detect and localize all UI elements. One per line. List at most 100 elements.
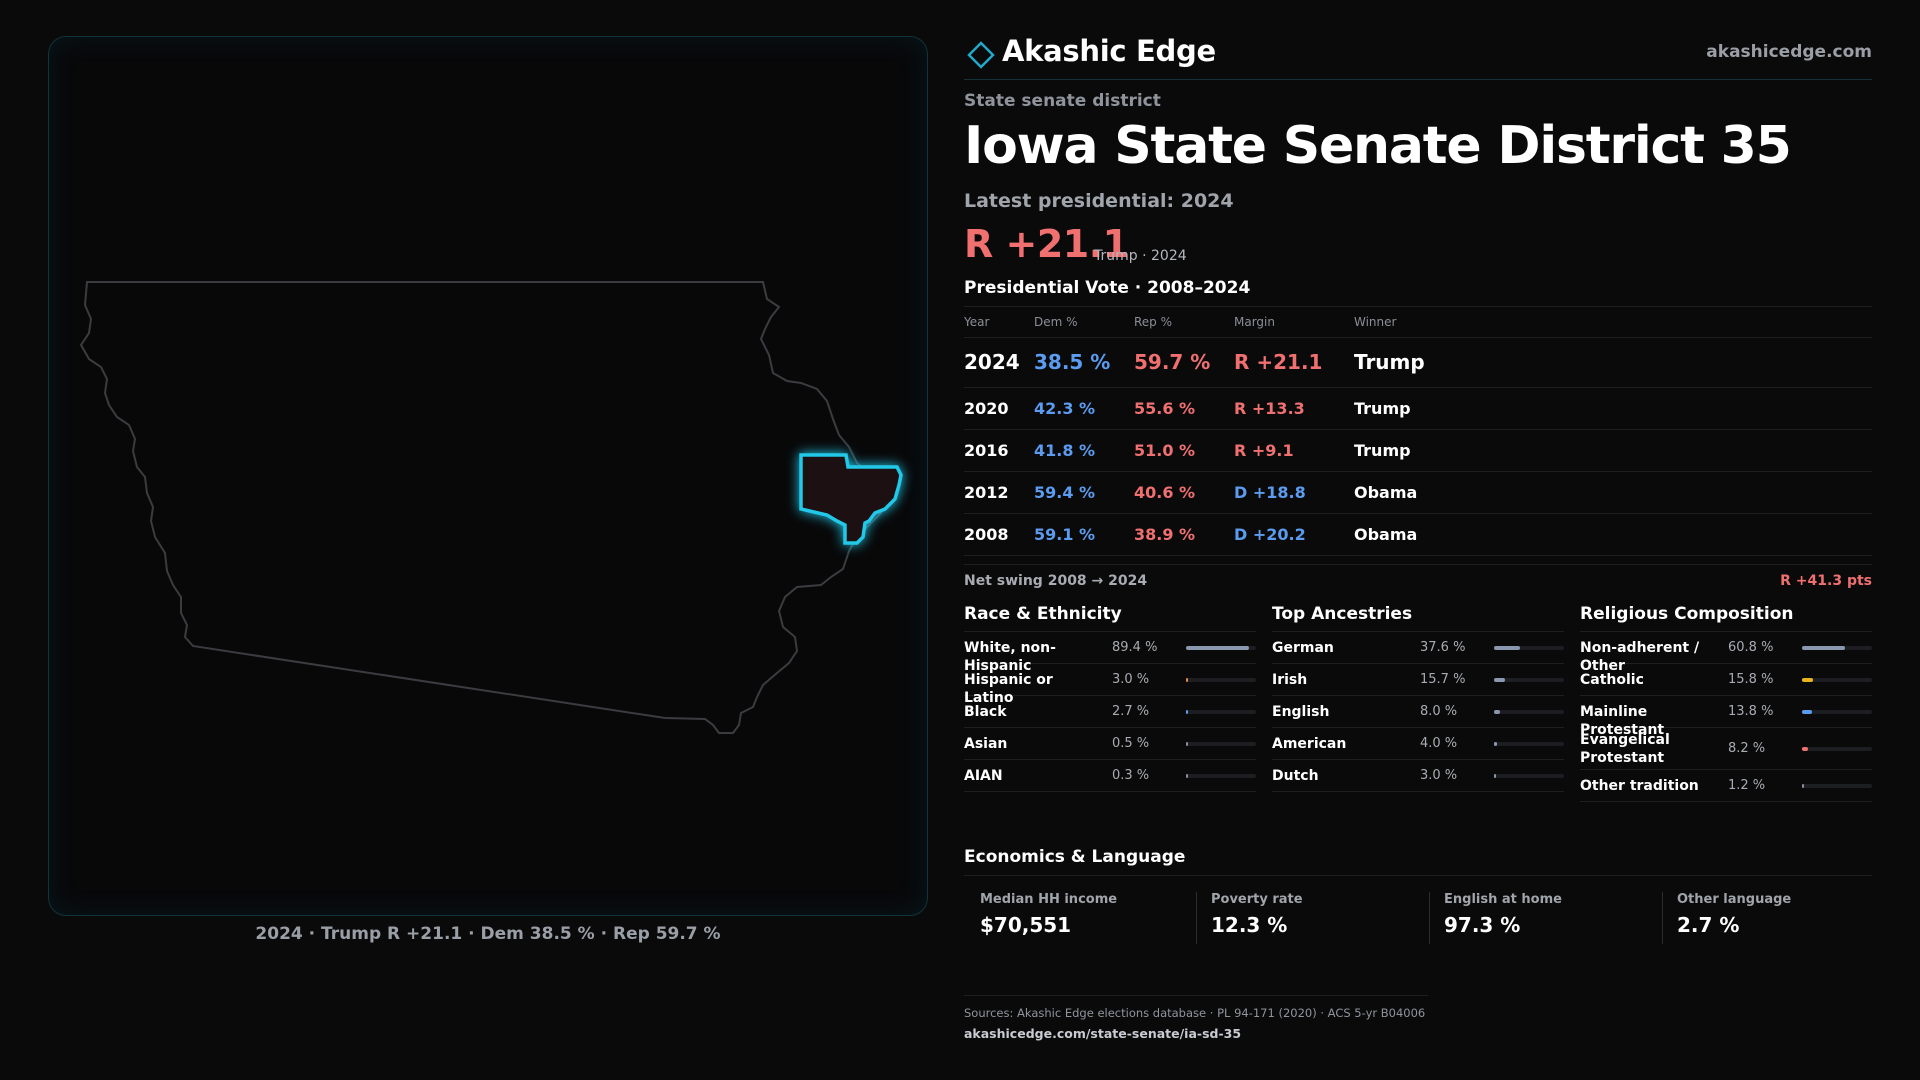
table-row[interactable]: 2016 41.8 % 51.0 % R +9.1 Trump <box>964 430 1872 472</box>
ancestry-value: 3.0 % <box>1420 768 1458 783</box>
ancestry-bar-fill <box>1494 710 1500 714</box>
econ-card-poverty: Poverty rate 12.3 % <box>1196 892 1416 944</box>
religion-bar-track <box>1802 646 1872 650</box>
winner-cell: Obama <box>1354 525 1418 544</box>
race-bar-fill <box>1186 742 1188 746</box>
religion-bar-fill <box>1802 784 1804 788</box>
table-row[interactable]: 2024 38.5 % 59.7 % R +21.1 Trump <box>964 338 1872 388</box>
ancestry-bar-track <box>1494 710 1564 714</box>
econ-value: 12.3 % <box>1211 913 1288 937</box>
religion-value: 60.8 % <box>1728 640 1774 655</box>
net-swing: Net swing 2008 → 2024 R +41.3 pts <box>964 564 1872 589</box>
ancestry-item: English 8.0 % <box>1272 696 1564 728</box>
religion-value: 15.8 % <box>1728 672 1774 687</box>
sources-divider <box>964 995 1428 996</box>
rep-cell: 59.7 % <box>1134 350 1211 374</box>
ancestry-value: 8.0 % <box>1420 704 1458 719</box>
dem-cell: 59.4 % <box>1034 483 1096 502</box>
dem-cell: 38.5 % <box>1034 350 1111 374</box>
religion-bar-fill <box>1802 747 1808 751</box>
brand-url[interactable]: akashicedge.com <box>1706 42 1872 62</box>
district-highlight[interactable] <box>799 453 903 545</box>
religion-bar-fill <box>1802 710 1812 714</box>
race-value: 89.4 % <box>1112 640 1158 655</box>
religion-value: 13.8 % <box>1728 704 1774 719</box>
econ-label: Poverty rate <box>1211 892 1303 907</box>
map-caption: 2024 · Trump R +21.1 · Dem 38.5 % · Rep … <box>255 924 721 944</box>
net-swing-value: R +41.3 pts <box>1780 573 1872 589</box>
brand-header: Akashic Edge akashicedge.com <box>964 32 1872 80</box>
race-label: Black <box>964 704 1007 720</box>
col-rep: Rep % <box>1134 315 1173 329</box>
year-cell: 2016 <box>964 441 1009 460</box>
ancestry-bar-fill <box>1494 678 1505 682</box>
sources-text: Sources: Akashic Edge elections database… <box>964 1006 1426 1020</box>
margin-cell: D +18.8 <box>1234 483 1306 502</box>
econ-label: Other language <box>1677 892 1792 907</box>
religion-label: Non-adherent / Other <box>1580 640 1700 674</box>
margin-cell: R +21.1 <box>1234 350 1323 374</box>
margin-cell: D +20.2 <box>1234 525 1306 544</box>
col-dem: Dem % <box>1034 315 1078 329</box>
ancestry-bar-fill <box>1494 774 1497 778</box>
econ-card-english: English at home 97.3 % <box>1429 892 1649 944</box>
race-label: AIAN <box>964 768 1003 784</box>
ancestry-value: 15.7 % <box>1420 672 1466 687</box>
race-bar-track <box>1186 678 1256 682</box>
econ-value: 2.7 % <box>1677 913 1740 937</box>
ancestry-bar-fill <box>1494 742 1497 746</box>
ancestry-value: 4.0 % <box>1420 736 1458 751</box>
religion-item: Catholic 15.8 % <box>1580 664 1872 696</box>
religion-item: Other tradition 1.2 % <box>1580 770 1872 802</box>
map-panel[interactable] <box>48 36 928 916</box>
presidential-heading: Presidential Vote · 2008–2024 <box>964 278 1251 298</box>
table-row[interactable]: 2012 59.4 % 40.6 % D +18.8 Obama <box>964 472 1872 514</box>
winner-cell: Obama <box>1354 483 1418 502</box>
religion-label: Other tradition <box>1580 778 1699 794</box>
ancestry-item: German 37.6 % <box>1272 632 1564 664</box>
table-row[interactable]: 2020 42.3 % 55.6 % R +13.3 Trump <box>964 388 1872 430</box>
sources-url[interactable]: akashicedge.com/state-senate/ia-sd-35 <box>964 1026 1242 1041</box>
rep-cell: 51.0 % <box>1134 441 1196 460</box>
race-bar-track <box>1186 742 1256 746</box>
diamond-logo-icon <box>967 41 995 69</box>
econ-label: English at home <box>1444 892 1562 907</box>
state-outline <box>79 281 891 734</box>
ancestry-label: German <box>1272 640 1334 656</box>
year-cell: 2008 <box>964 525 1009 544</box>
ancestry-bar-track <box>1494 774 1564 778</box>
ancestry-heading: Top Ancestries <box>1272 604 1564 632</box>
religion-label: Evangelical Protestant <box>1580 732 1670 766</box>
race-bar-fill <box>1186 646 1249 650</box>
religion-bar-track <box>1802 678 1872 682</box>
district-map[interactable] <box>49 37 929 917</box>
race-item: Asian 0.5 % <box>964 728 1256 760</box>
ancestry-label: Irish <box>1272 672 1308 688</box>
ancestry-bar-fill <box>1494 646 1521 650</box>
religion-value: 1.2 % <box>1728 778 1766 793</box>
rep-cell: 55.6 % <box>1134 399 1196 418</box>
religion-bar-track <box>1802 710 1872 714</box>
race-value: 0.5 % <box>1112 736 1150 751</box>
dem-cell: 41.8 % <box>1034 441 1096 460</box>
religion-item: Evangelical Protestant 8.2 % <box>1580 728 1872 770</box>
race-bar-fill <box>1186 710 1188 714</box>
ancestry-label: American <box>1272 736 1347 752</box>
religion-label: Mainline Protestant <box>1580 704 1665 738</box>
religion-item: Non-adherent / Other 60.8 % <box>1580 632 1872 674</box>
col-year: Year <box>964 315 990 329</box>
race-item: Hispanic or Latino 3.0 % <box>964 664 1256 706</box>
col-margin: Margin <box>1234 315 1275 329</box>
religion-item: Mainline Protestant 13.8 % <box>1580 696 1872 738</box>
race-value: 2.7 % <box>1112 704 1150 719</box>
dem-cell: 42.3 % <box>1034 399 1096 418</box>
year-cell: 2024 <box>964 350 1020 374</box>
race-heading: Race & Ethnicity <box>964 604 1256 632</box>
religion-section: Religious Composition Non-adherent / Oth… <box>1580 604 1872 802</box>
race-label: White, non-Hispanic <box>964 640 1056 674</box>
religion-bar-fill <box>1802 646 1845 650</box>
ancestry-label: Dutch <box>1272 768 1319 784</box>
table-row[interactable]: 2008 59.1 % 38.9 % D +20.2 Obama <box>964 514 1872 556</box>
dem-cell: 59.1 % <box>1034 525 1096 544</box>
race-item: AIAN 0.3 % <box>964 760 1256 792</box>
